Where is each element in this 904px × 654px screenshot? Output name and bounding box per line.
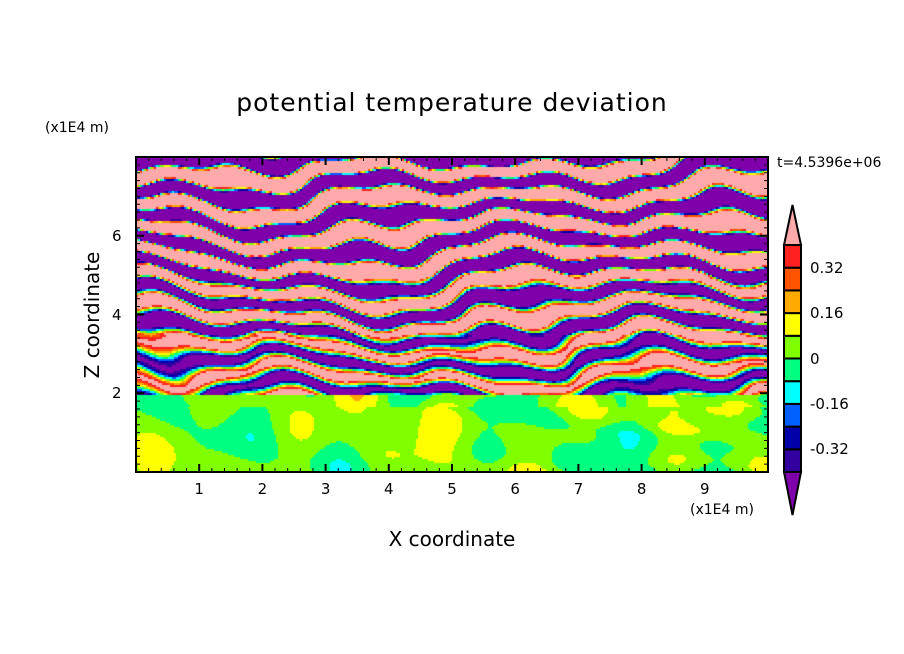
z-unit-label: (x1E4 m) bbox=[45, 120, 109, 136]
x-tick-label: 9 bbox=[700, 480, 710, 498]
colorbar-box bbox=[783, 380, 802, 405]
colorbar-label: 0.16 bbox=[810, 304, 844, 323]
colorbar-box bbox=[783, 312, 802, 337]
colorbar-box bbox=[783, 334, 802, 360]
colorbar-box bbox=[783, 357, 802, 383]
colorbar-label: 0.32 bbox=[810, 258, 844, 277]
colorbar-extend-bottom bbox=[782, 471, 803, 516]
x-tick-label: 4 bbox=[384, 480, 394, 498]
colorbar-label: -0.32 bbox=[810, 440, 849, 459]
x-tick-label: 5 bbox=[447, 480, 457, 498]
z-tick-label: 2 bbox=[112, 384, 122, 403]
colorbar-label: -0.16 bbox=[810, 394, 849, 413]
x-tick-label: 8 bbox=[636, 480, 647, 498]
colorbar-label: 0 bbox=[810, 349, 820, 368]
colorbar-box bbox=[783, 266, 802, 292]
colorbar-box bbox=[783, 448, 802, 473]
time-label: t=4.5396e+06 bbox=[777, 155, 882, 171]
colorbar-box bbox=[783, 425, 802, 451]
x-tick-label: 1 bbox=[194, 480, 204, 498]
x-unit-label: (x1E4 m) bbox=[690, 502, 754, 518]
chart-title: potential temperature deviation bbox=[236, 88, 668, 117]
x-tick-label: 7 bbox=[573, 480, 584, 498]
colorbar-box bbox=[783, 244, 802, 269]
colorbar-extend-top bbox=[782, 204, 803, 246]
x-axis-label: X coordinate bbox=[388, 527, 516, 551]
colorbar-box bbox=[783, 289, 802, 315]
x-tick-label: 6 bbox=[510, 480, 520, 498]
plot-frame bbox=[135, 156, 769, 473]
z-tick-label: 4 bbox=[112, 305, 122, 324]
x-tick-label: 2 bbox=[257, 480, 268, 498]
x-tick-label: 3 bbox=[320, 480, 331, 498]
colorbar-box bbox=[783, 402, 802, 428]
z-tick-label: 6 bbox=[112, 226, 122, 245]
contour-field bbox=[136, 157, 768, 472]
